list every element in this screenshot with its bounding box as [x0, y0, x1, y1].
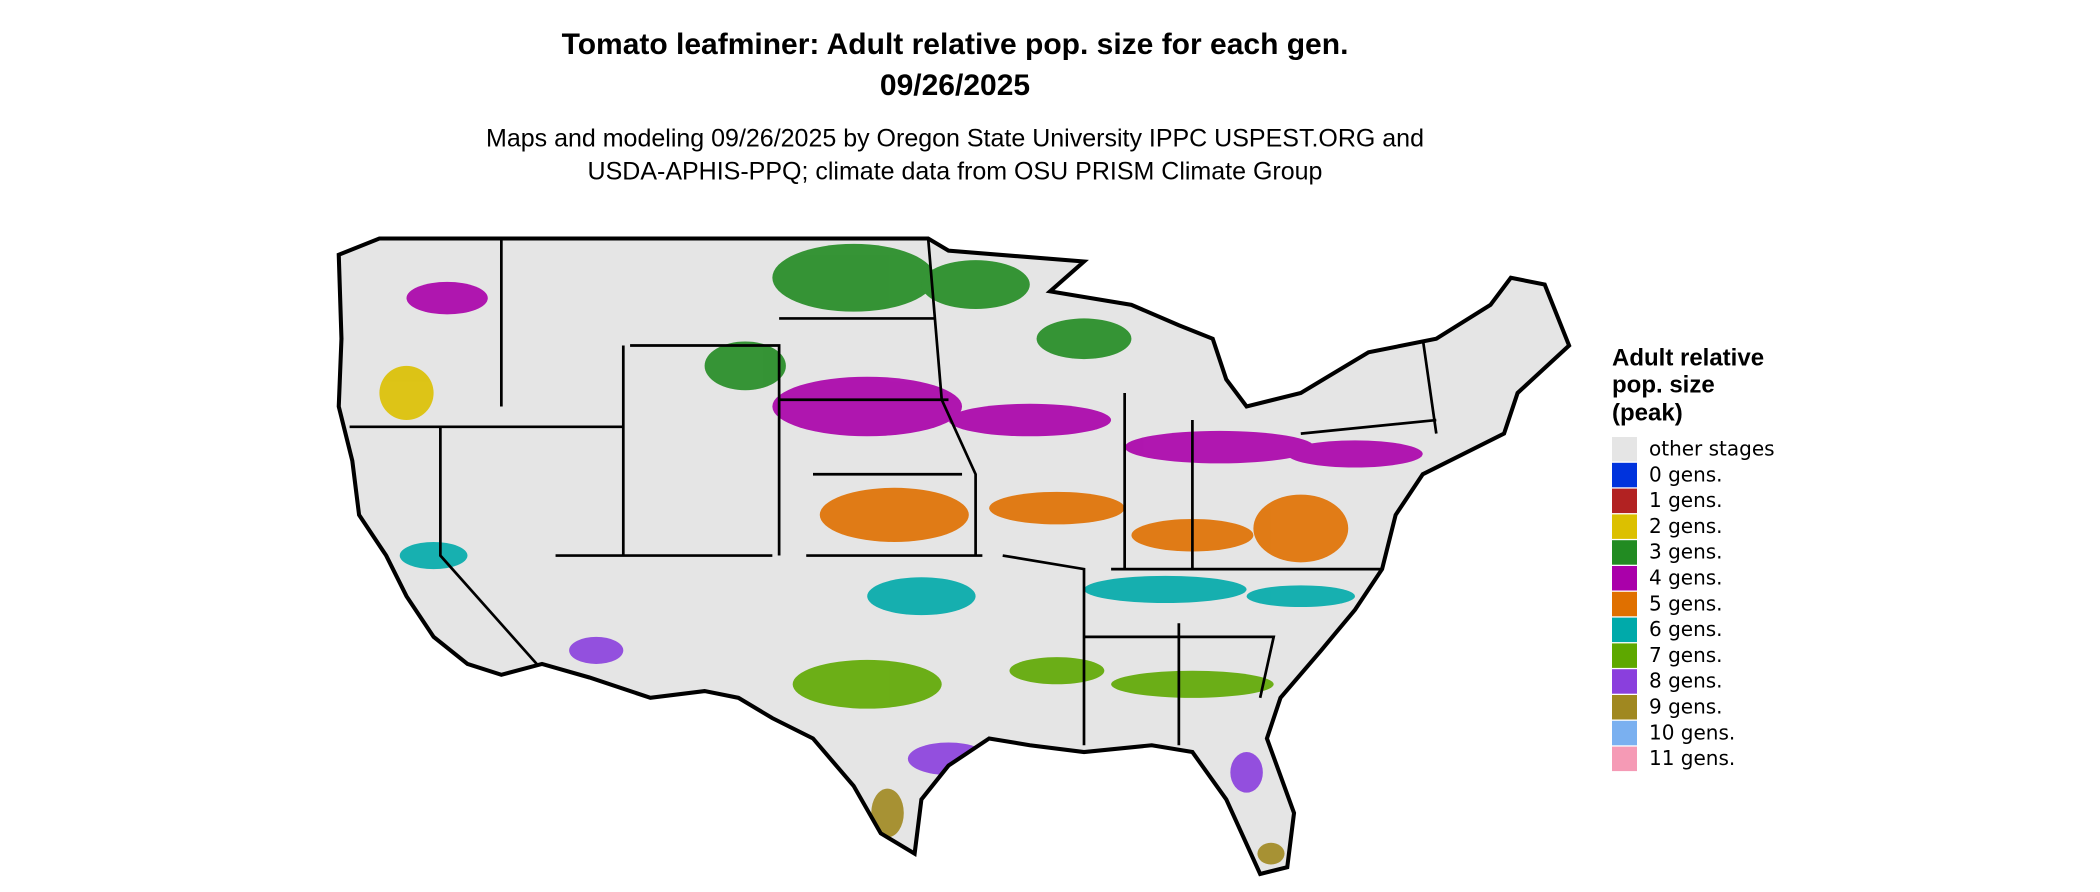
legend-swatch: [1612, 746, 1637, 772]
us-map: [339, 238, 1569, 873]
title-date: 09/26/2025: [880, 69, 1030, 102]
state-borders: [349, 238, 1438, 746]
legend-label: other stages: [1649, 437, 1775, 461]
legend-swatch: [1612, 488, 1637, 514]
legend-swatch: [1612, 591, 1637, 617]
legend-label: 4 gens.: [1649, 566, 1723, 590]
generation-areas: [379, 243, 1423, 865]
legend-label: 8 gens.: [1649, 669, 1723, 693]
legend-label: 3 gens.: [1649, 540, 1723, 564]
title: Tomato leafminer: Adult relative pop. si…: [562, 28, 1349, 61]
legend-label: 6 gens.: [1649, 617, 1723, 641]
legend-label: 10 gens.: [1649, 720, 1735, 744]
legend: Adult relative pop. size (peak) other st…: [1612, 344, 1775, 772]
legend-swatch: [1612, 540, 1637, 565]
legend-swatch: [1612, 695, 1637, 720]
legend-swatch: [1612, 514, 1637, 539]
legend-title: (peak): [1612, 399, 1683, 426]
legend-swatch: [1612, 643, 1637, 668]
legend-swatch: [1612, 720, 1637, 746]
legend-swatch: [1612, 437, 1637, 462]
legend-label: 9 gens.: [1649, 695, 1723, 719]
legend-label: 11 gens.: [1649, 746, 1735, 770]
legend-label: 1 gens.: [1649, 488, 1723, 512]
legend-swatch: [1612, 566, 1637, 591]
legend-swatch: [1612, 669, 1637, 694]
legend-label: 5 gens.: [1649, 591, 1723, 615]
legend-label: 0 gens.: [1649, 462, 1723, 486]
subtitle: Maps and modeling 09/26/2025 by Oregon S…: [486, 125, 1424, 153]
legend-title: Adult relative: [1612, 344, 1764, 371]
legend-label: 2 gens.: [1649, 514, 1723, 538]
subtitle: USDA-APHIS-PPQ; climate data from OSU PR…: [588, 158, 1323, 186]
legend-label: 7 gens.: [1649, 643, 1723, 667]
legend-title: pop. size: [1612, 371, 1715, 398]
legend-swatch: [1612, 462, 1637, 488]
legend-swatch: [1612, 617, 1637, 643]
